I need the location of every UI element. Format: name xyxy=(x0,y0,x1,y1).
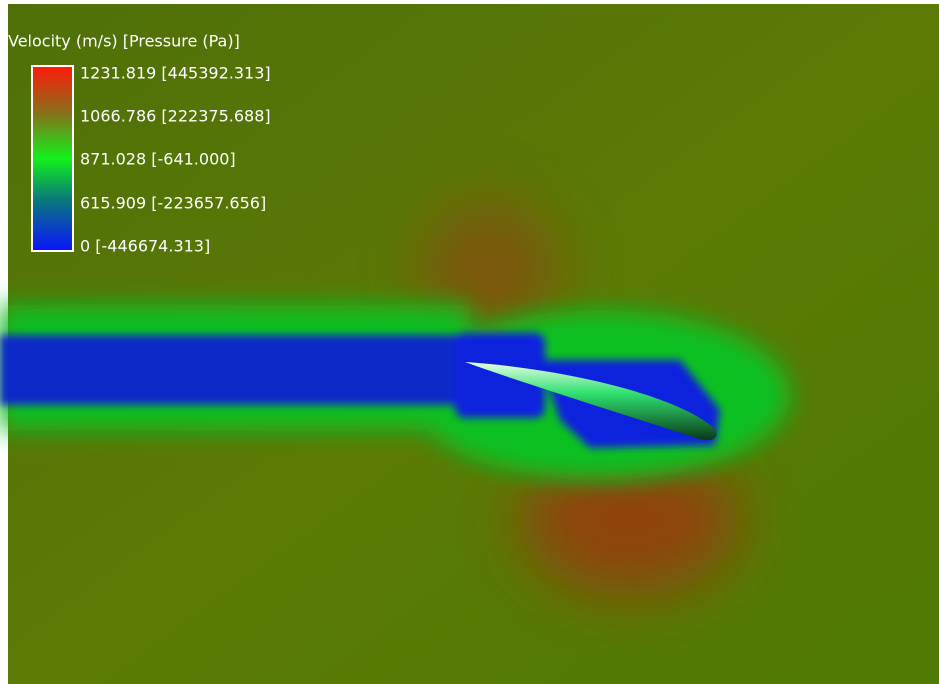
legend-label: 1231.819 [445392.313] xyxy=(80,64,271,83)
legend-label: 1066.786 [222375.688] xyxy=(80,107,271,126)
legend-label: 0 [-446674.313] xyxy=(80,237,210,256)
legend-label: 871.028 [-641.000] xyxy=(80,150,236,169)
page: {"legend": {"title": "Velocity (m/s) [Pr… xyxy=(0,0,939,684)
legend-label: 615.909 [-223657.656] xyxy=(80,194,266,213)
color-bar xyxy=(32,66,73,251)
viewport: Velocity (m/s) [Pressure (Pa)] 1231.819 … xyxy=(0,0,939,684)
legend-title: Velocity (m/s) [Pressure (Pa)] xyxy=(8,32,240,51)
